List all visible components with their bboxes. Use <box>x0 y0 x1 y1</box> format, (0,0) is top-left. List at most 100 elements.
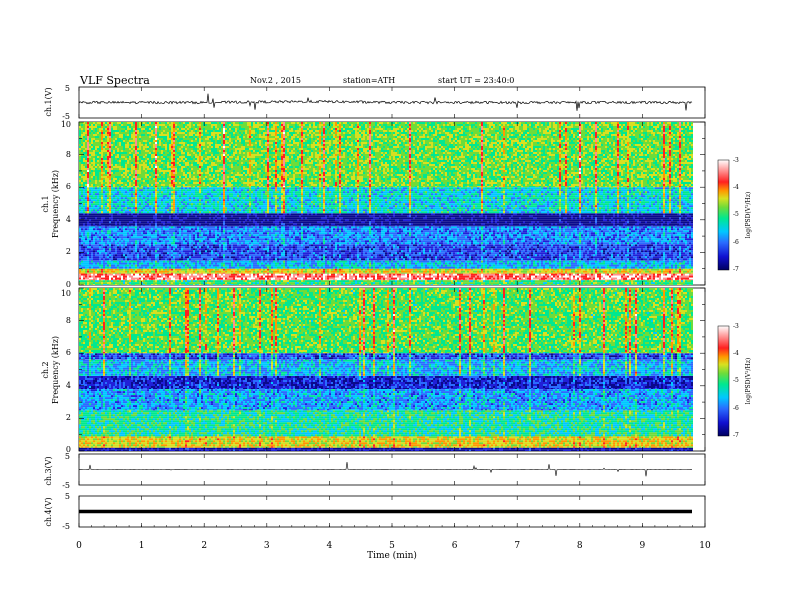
spectrogram-cell <box>123 223 125 226</box>
spectrogram-cell <box>149 211 151 214</box>
spectrogram-cell <box>123 254 125 257</box>
spectrogram-cell <box>175 160 177 162</box>
spectrogram-cell <box>161 228 163 231</box>
spectrogram-cell <box>165 252 167 255</box>
spectrogram-cell <box>177 217 179 220</box>
spectrogram-cell <box>125 226 127 229</box>
spectrogram-cell <box>189 160 191 162</box>
spectrogram-cell <box>85 266 87 269</box>
spectrogram-cell <box>81 252 83 255</box>
spectrogram-cell <box>175 158 177 160</box>
spectrogram-cell <box>159 258 161 261</box>
spectrogram-cell <box>89 152 91 154</box>
spectrogram-cell <box>109 132 111 134</box>
spectrogram-cell <box>147 205 149 208</box>
spectrogram-cell <box>113 132 115 134</box>
spectrogram-cell <box>113 209 115 212</box>
spectrogram-cell <box>83 258 85 261</box>
spectrogram-cell <box>151 134 153 136</box>
spectrogram-cell <box>177 176 179 178</box>
spectrogram-cell <box>79 197 81 200</box>
spectrogram-cell <box>107 211 109 214</box>
spectrogram-cell <box>187 162 189 164</box>
spectrogram-cell <box>153 260 155 263</box>
spectrogram-cell <box>187 262 189 265</box>
spectrogram-cell <box>187 242 189 245</box>
spectrogram-cell <box>95 280 97 283</box>
spectrogram-cell <box>179 226 181 229</box>
spectrogram-cell <box>93 152 95 154</box>
spectrogram-cell <box>177 193 179 196</box>
spectrogram-cell <box>95 240 97 243</box>
spectrogram-cell <box>83 238 85 241</box>
spectrogram-cell <box>103 211 105 214</box>
spectrogram-cell <box>163 160 165 162</box>
spectrogram-cell <box>125 211 127 214</box>
spectrogram-cell <box>151 250 153 253</box>
spectrogram-cell <box>141 184 143 186</box>
spectrogram-cell <box>141 174 143 176</box>
spectrogram-cell <box>159 250 161 253</box>
spectrogram-cell <box>143 242 145 245</box>
spectrogram-cell <box>135 238 137 241</box>
spectrogram-cell <box>109 166 111 168</box>
spectrogram-cell <box>105 152 107 154</box>
spectrogram-cell <box>147 152 149 154</box>
spectrogram-cell <box>187 197 189 200</box>
spectrogram-cell <box>121 150 123 152</box>
spectrogram-cell <box>101 150 103 152</box>
spectrogram-cell <box>151 219 153 222</box>
spectrogram-cell <box>169 205 171 208</box>
spectrogram-cell <box>131 148 133 150</box>
spectrogram-cell <box>131 234 133 237</box>
spectrogram-cell <box>79 172 81 174</box>
spectrogram-cell <box>135 126 137 128</box>
spectrogram-cell <box>111 191 113 194</box>
spectrogram-cell <box>161 262 163 265</box>
spectrogram-cell <box>169 164 171 166</box>
spectrogram-cell <box>115 195 117 198</box>
spectrogram-cell <box>135 174 137 176</box>
spectrogram-cell <box>87 191 89 194</box>
spectrogram-cell <box>103 156 105 158</box>
spectrogram-cell <box>115 240 117 243</box>
spectrogram-cell <box>103 184 105 186</box>
spectrogram-cell <box>133 132 135 134</box>
spectrogram-cell <box>189 203 191 206</box>
spectrogram-cell <box>101 264 103 267</box>
spectrogram-cell <box>187 130 189 132</box>
spectrogram-cell <box>121 266 123 269</box>
spectrogram-cell <box>167 126 169 128</box>
spectrogram-cell <box>89 187 91 190</box>
spectrogram-cell <box>189 146 191 148</box>
spectrogram-cell <box>95 162 97 164</box>
spectrogram-cell <box>83 180 85 182</box>
spectrogram-cell <box>119 230 121 233</box>
spectrogram-cell <box>97 140 99 142</box>
spectrogram-cell <box>129 234 131 237</box>
spectrogram-cell <box>85 215 87 218</box>
spectrogram-cell <box>113 270 115 273</box>
spectrogram-cell <box>93 213 95 216</box>
spectrogram-cell <box>81 197 83 200</box>
spectrogram-cell <box>99 273 101 276</box>
spectrogram-cell <box>79 217 81 220</box>
spectrogram-cell <box>165 146 167 148</box>
spectrogram-cell <box>119 277 121 280</box>
spectrogram-cell <box>147 146 149 148</box>
spectrogram-cell <box>187 215 189 218</box>
spectrogram-cell <box>133 124 135 126</box>
spectrogram-cell <box>95 244 97 247</box>
spectrogram-cell <box>153 160 155 162</box>
spectrogram-cell <box>87 164 89 166</box>
spectrogram-cell <box>189 138 191 140</box>
spectrogram-cell <box>135 160 137 162</box>
spectrogram-cell <box>105 205 107 208</box>
spectrogram-cell <box>117 134 119 136</box>
spectrogram-cell <box>129 187 131 190</box>
spectrogram-cell <box>157 193 159 196</box>
spectrogram-cell <box>149 142 151 144</box>
spectrogram-cell <box>111 193 113 196</box>
spectrogram-cell <box>95 246 97 249</box>
spectrogram-cell <box>79 180 81 182</box>
